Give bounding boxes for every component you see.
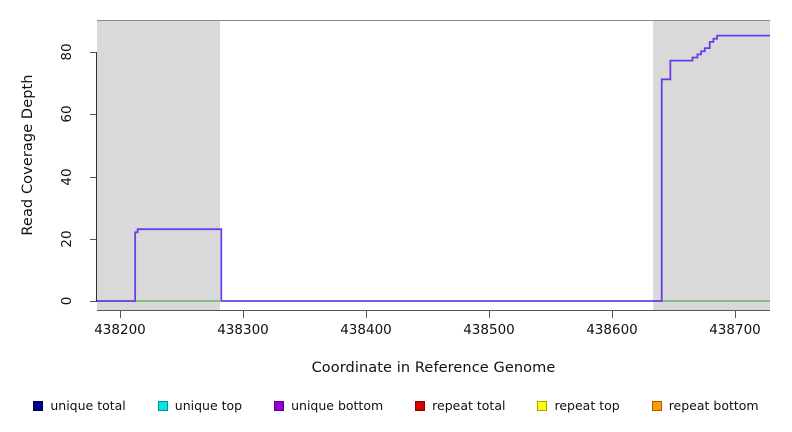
y-axis-line [96, 52, 97, 302]
legend-label-unique-total: unique total [50, 398, 126, 413]
legend-swatch-icon-unique-top [157, 400, 168, 411]
chart-legend: unique total unique top unique bottom re… [0, 398, 792, 413]
x-axis-title: Coordinate in Reference Genome [311, 360, 556, 376]
x-tick-mark-438700 [735, 311, 736, 318]
legend-item-unique-bottom: unique bottom [258, 398, 399, 413]
y-tick-mark-60 [90, 114, 96, 115]
legend-label-unique-bottom: unique bottom [291, 398, 384, 413]
y-tick-label-0: 0 [59, 296, 75, 306]
x-tick-label-438600: 438600 [586, 322, 638, 338]
legend-item-unique-total: unique total [17, 398, 141, 413]
y-tick-mark-40 [90, 177, 96, 178]
y-tick-mark-80 [90, 52, 96, 53]
legend-swatch-icon-repeat-top [537, 400, 548, 411]
x-tick-label-438700: 438700 [709, 322, 761, 338]
x-tick-mark-438300 [243, 311, 244, 318]
y-tick-label-0-wrap: 0 [44, 293, 84, 309]
legend-item-repeat-total: repeat total [399, 398, 521, 413]
x-tick-mark-438500 [489, 311, 490, 318]
unique-bottom-coverage-line [97, 34, 770, 302]
plot-area [97, 20, 770, 310]
legend-label-repeat-total: repeat total [432, 398, 506, 413]
coverage-plot-svg [97, 20, 770, 310]
legend-swatch-icon-repeat-bottom [651, 400, 662, 411]
x-tick-label-438500: 438500 [463, 322, 515, 338]
x-tick-mark-438600 [612, 311, 613, 318]
x-axis-line [97, 310, 770, 311]
y-tick-mark-20 [90, 239, 96, 240]
legend-swatch-icon-unique-total [33, 400, 44, 411]
y-tick-label-60: 60 [59, 105, 75, 123]
repeat-region-right-shading [653, 20, 770, 310]
x-tick-label-438400: 438400 [340, 322, 392, 338]
y-tick-label-60-wrap: 60 [44, 105, 84, 122]
legend-label-repeat-top: repeat top [554, 398, 620, 413]
y-tick-mark-0 [90, 301, 96, 302]
legend-label-unique-top: unique top [174, 398, 243, 413]
repeat-region-left-shading [97, 20, 221, 310]
x-tick-mark-438200 [120, 311, 121, 318]
legend-item-repeat-bottom: repeat bottom [636, 398, 775, 413]
legend-swatch-icon-repeat-total [415, 400, 426, 411]
y-tick-label-80: 80 [59, 43, 75, 61]
y-tick-label-80-wrap: 80 [44, 43, 84, 60]
x-tick-label-438200: 438200 [94, 322, 146, 338]
legend-item-unique-top: unique top [142, 398, 258, 413]
y-tick-label-20-wrap: 20 [44, 230, 84, 247]
y-axis-title: Read Coverage Depth [20, 74, 36, 236]
legend-swatch-icon-unique-bottom [274, 400, 285, 411]
y-tick-label-40-wrap: 40 [44, 168, 84, 185]
y-tick-label-20: 20 [59, 230, 75, 248]
legend-item-repeat-top: repeat top [521, 398, 635, 413]
x-tick-label-438300: 438300 [217, 322, 269, 338]
y-tick-label-40: 40 [59, 168, 75, 186]
x-tick-mark-438400 [366, 311, 367, 318]
legend-label-repeat-bottom: repeat bottom [668, 398, 759, 413]
